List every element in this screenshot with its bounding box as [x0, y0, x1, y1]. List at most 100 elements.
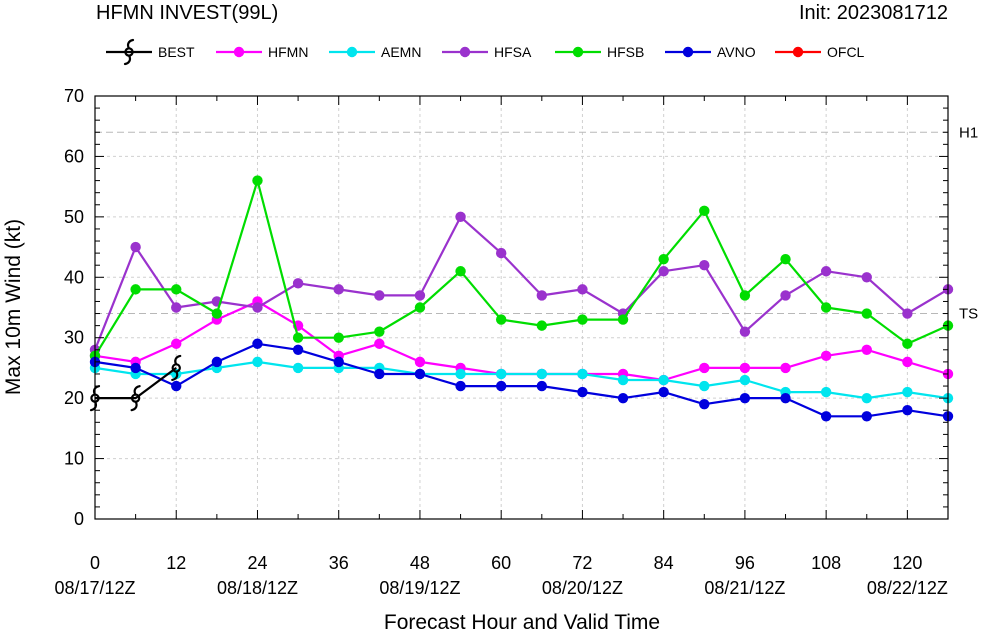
- legend-item-hfmn: HFMN: [216, 44, 308, 60]
- x-tick-label: 48: [410, 553, 430, 573]
- data-point: [699, 362, 710, 374]
- data-point: [699, 380, 710, 392]
- hurricane-marker: [123, 38, 135, 66]
- data-point: [455, 368, 466, 380]
- data-point: [658, 374, 669, 386]
- data-point: [374, 368, 385, 380]
- data-point: [536, 368, 548, 380]
- series-hfsa: [89, 211, 954, 355]
- data-point: [292, 344, 304, 355]
- data-point: [617, 314, 629, 325]
- chart-title: HFMN INVEST(99L): [96, 2, 278, 24]
- y-axis-label: Max 10m Wind (kt): [2, 219, 25, 395]
- hurricane-marker-arm: [171, 370, 179, 382]
- data-point: [333, 284, 344, 295]
- data-point: [495, 368, 507, 380]
- x-tick-label: 96: [735, 553, 755, 573]
- data-point: [292, 362, 304, 374]
- series-layer: [89, 175, 954, 422]
- x-tick-label: 12: [166, 553, 186, 573]
- x-tick-label: 0: [90, 553, 100, 573]
- hurricane-marker-arm: [126, 38, 135, 50]
- data-point: [577, 386, 588, 398]
- data-point: [861, 392, 872, 404]
- hurricane-marker-arm: [123, 54, 132, 66]
- data-point: [658, 266, 669, 277]
- hurricane-marker: [171, 354, 182, 382]
- legend-swatch-marker: [233, 46, 245, 58]
- legend-label: HFSB: [607, 44, 644, 60]
- plot-frame: [94, 95, 949, 520]
- data-point: [739, 392, 751, 404]
- data-point: [292, 332, 304, 343]
- valid-time-label: 08/17/12Z: [54, 578, 135, 598]
- data-point: [780, 392, 791, 404]
- grid-lines: [95, 96, 948, 519]
- data-point: [780, 362, 791, 374]
- x-axis-label: Forecast Hour and Valid Time: [384, 611, 660, 632]
- valid-time-label: 08/20/12Z: [542, 578, 623, 598]
- data-point: [820, 266, 832, 277]
- y-tick-label: 60: [64, 146, 84, 166]
- legend-swatch-marker: [792, 46, 804, 58]
- reference-lines: H1 TS: [95, 124, 978, 323]
- x-tick-label: 72: [572, 553, 592, 573]
- data-point: [252, 175, 263, 186]
- data-point: [171, 380, 182, 392]
- legend-item-hfsb: HFSB: [555, 44, 644, 60]
- data-point: [902, 405, 913, 416]
- data-point: [902, 356, 913, 368]
- series-avno: [89, 338, 954, 422]
- data-point: [495, 247, 507, 259]
- series-line: [94, 179, 949, 357]
- y-tick-label: 10: [64, 449, 84, 469]
- y-tick-label: 20: [64, 388, 84, 408]
- data-point: [658, 253, 669, 265]
- data-point: [455, 266, 466, 277]
- data-point: [333, 332, 344, 343]
- x-tick-label: 36: [329, 553, 349, 573]
- legend: BEST HFMN AEMN HFSA HFSB AVNO OFCL: [106, 38, 865, 66]
- data-point: [414, 302, 426, 313]
- x-tick-label: 60: [491, 553, 511, 573]
- data-point: [902, 308, 913, 319]
- data-point: [130, 284, 141, 295]
- legend-swatch-marker: [459, 46, 471, 58]
- data-point: [780, 253, 791, 265]
- legend-swatch-marker: [572, 46, 584, 58]
- data-point: [252, 338, 263, 349]
- data-point: [130, 362, 141, 374]
- x-tick-label: 108: [811, 553, 841, 573]
- data-point: [780, 290, 791, 301]
- data-point: [252, 356, 263, 368]
- data-point: [495, 314, 507, 325]
- data-point: [577, 284, 588, 295]
- valid-time-label: 08/18/12Z: [217, 578, 298, 598]
- data-point: [577, 314, 588, 325]
- legend-label: AVNO: [717, 44, 756, 60]
- x-tick-label: 24: [247, 553, 267, 573]
- legend-swatch-marker: [682, 46, 694, 58]
- data-point: [414, 356, 426, 368]
- data-point: [861, 272, 872, 283]
- valid-time-label: 08/22/12Z: [867, 578, 948, 598]
- hurricane-marker: [130, 385, 141, 412]
- data-point: [171, 284, 182, 295]
- chart-subtitle: Init: 2023081712: [799, 2, 948, 24]
- legend-item-best: BEST: [106, 38, 195, 66]
- axes: 0 10 20 30 40 50 60 70 0 12 24 36 48 60 72 84 96 108 120 08…: [54, 86, 949, 598]
- data-point: [455, 211, 466, 223]
- legend-swatch-marker: [346, 46, 358, 58]
- hurricane-marker-arm: [133, 385, 141, 396]
- data-point: [292, 278, 304, 289]
- series-line: [94, 342, 949, 418]
- y-tick-label: 30: [64, 328, 84, 348]
- x-tick-label: 120: [892, 553, 922, 573]
- y-tick-label: 0: [74, 509, 84, 529]
- series-line: [95, 367, 177, 400]
- data-point: [495, 380, 507, 392]
- data-point: [820, 302, 832, 313]
- data-point: [536, 320, 548, 331]
- data-point: [374, 290, 385, 301]
- data-point: [699, 398, 710, 410]
